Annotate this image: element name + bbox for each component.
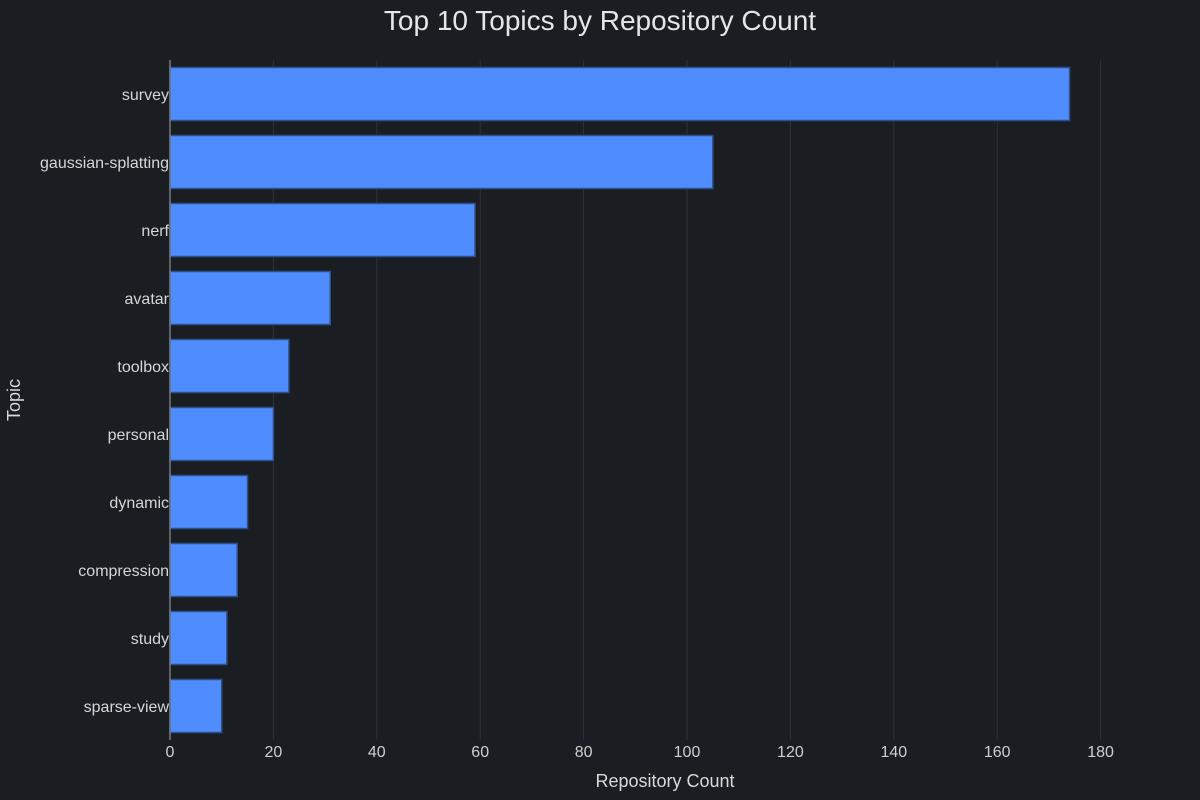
bars	[169, 66, 1071, 734]
x-tick-label: 40	[368, 744, 386, 761]
x-tick-label: 100	[674, 744, 701, 761]
category-label: survey	[122, 87, 169, 104]
x-axis-label: Repository Count	[595, 771, 734, 791]
category-label: nerf	[141, 223, 169, 240]
category-label: sparse-view	[84, 699, 170, 716]
category-label: avatar	[125, 291, 170, 308]
category-label: study	[131, 631, 169, 648]
bar-study	[169, 610, 228, 666]
bar-survey	[169, 66, 1071, 122]
bar-avatar	[169, 270, 332, 326]
x-tick-label: 140	[880, 744, 907, 761]
bar-gaussian-splatting	[169, 134, 714, 190]
category-label: compression	[78, 563, 169, 580]
bar-sparse-view	[169, 678, 223, 734]
category-label: personal	[108, 427, 169, 444]
category-label: toolbox	[117, 359, 169, 376]
x-tick-label: 20	[265, 744, 283, 761]
y-axis-label: Topic	[4, 379, 24, 421]
x-tick-label: 60	[471, 744, 489, 761]
bar-compression	[169, 542, 238, 598]
bar-dynamic	[169, 474, 249, 530]
x-tick-label: 180	[1087, 744, 1114, 761]
category-label: gaussian-splatting	[40, 155, 169, 172]
x-tick-label: 80	[575, 744, 593, 761]
chart-title: Top 10 Topics by Repository Count	[384, 5, 816, 36]
category-labels: survey gaussian-splatting nerf avatar toolbo…	[40, 87, 170, 716]
x-tick-label: 120	[777, 744, 804, 761]
x-tick-label: 0	[166, 744, 175, 761]
x-tick-label: 160	[984, 744, 1011, 761]
category-label: dynamic	[109, 495, 169, 512]
bar-nerf	[169, 202, 476, 258]
bar-personal	[169, 406, 275, 462]
x-tick-labels: 0 20 40 60 80 100 120 140 160 180	[166, 744, 1114, 761]
bar-toolbox	[169, 338, 290, 394]
